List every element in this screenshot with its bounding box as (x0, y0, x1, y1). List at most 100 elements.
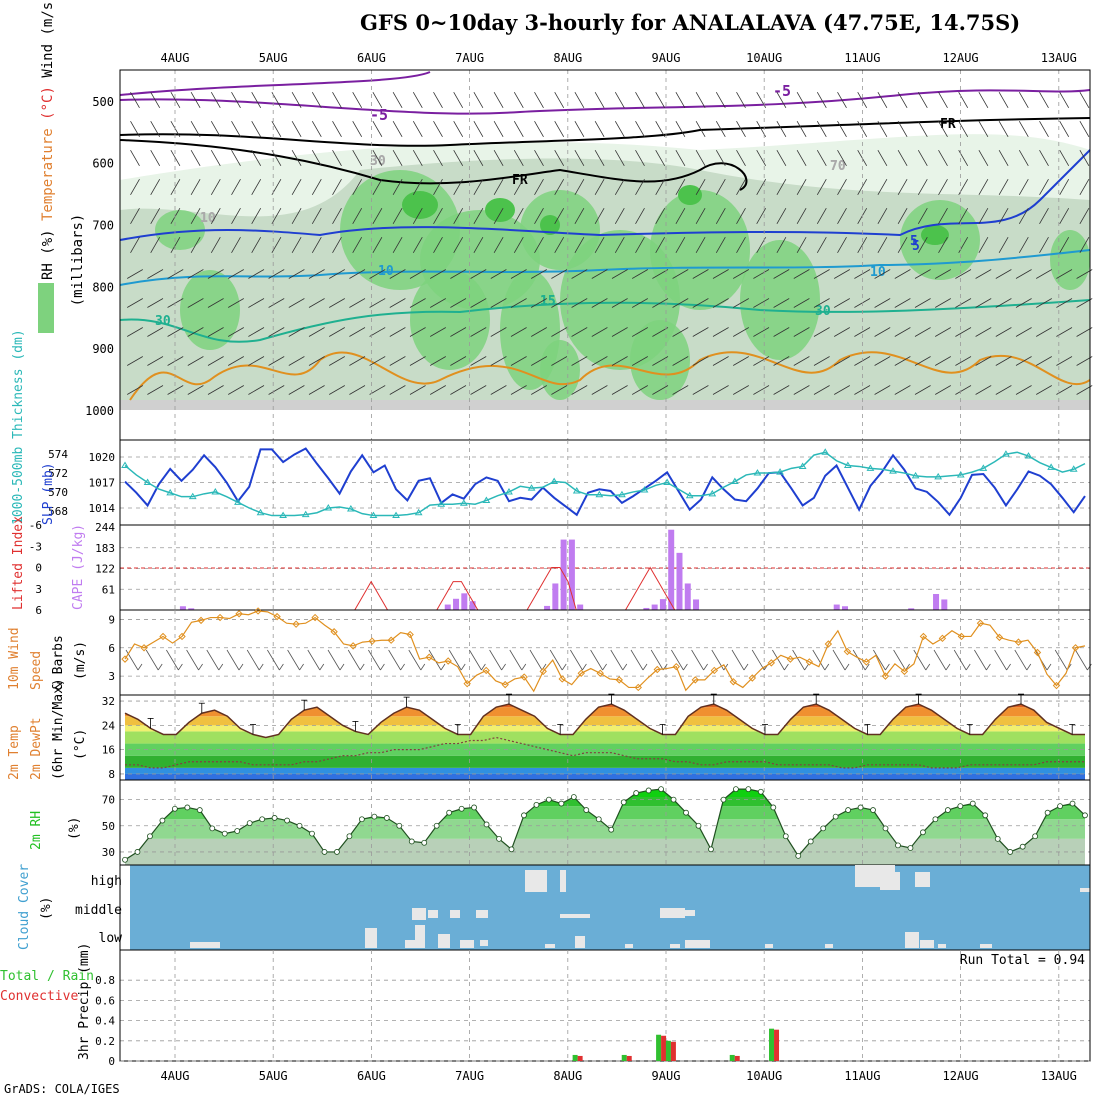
wind-barb (150, 237, 161, 253)
wind-barb (268, 385, 285, 395)
wind-barb (190, 237, 201, 253)
wind-barb (190, 121, 201, 137)
wind-barb (1059, 208, 1070, 224)
cape-bar (651, 604, 658, 610)
wind-barb (493, 150, 504, 166)
wind-point (691, 676, 700, 684)
wind-barb (1036, 327, 1052, 337)
wind-barb-10m (460, 663, 466, 671)
wind-barb (470, 385, 487, 395)
wind-barb (187, 356, 204, 366)
wind-barb (672, 356, 689, 366)
li-ylabel: Lifted Index (11, 516, 26, 610)
wind-barb (490, 327, 507, 337)
wind-barb (453, 208, 464, 224)
li-ylabel-text: Lifted Index (11, 516, 26, 610)
wind-barb (591, 298, 608, 308)
wind-barb (978, 179, 989, 195)
cloud-block (670, 944, 680, 948)
wind-barb (349, 298, 366, 308)
rh-point (334, 849, 340, 855)
cape-bar (941, 599, 948, 610)
wind-barb (914, 298, 931, 308)
wind-barb (190, 150, 201, 166)
wind-barb (574, 179, 585, 195)
wind-barb (635, 179, 645, 195)
wind-barb-10m (549, 649, 563, 671)
thickness-tick: 570 (48, 486, 68, 499)
wind-barb (874, 327, 891, 337)
cloud-block (560, 914, 590, 918)
wind-point (425, 653, 433, 661)
wind-barb (897, 208, 908, 224)
wind-barb (554, 179, 565, 195)
rh-point (895, 842, 901, 849)
wind-barb (1079, 121, 1090, 137)
wind-barb (531, 298, 547, 308)
wind-barb (1039, 179, 1049, 195)
li-line (354, 580, 388, 611)
wind-barb (632, 298, 648, 308)
wind-barb-10m (812, 649, 826, 671)
wind-barb (551, 327, 568, 337)
wind-barb (329, 269, 345, 279)
wind-barb (332, 121, 342, 137)
cloud-block (460, 940, 474, 948)
date-tick-bottom: 7AUG (455, 1069, 484, 1083)
cloud-block (450, 910, 460, 918)
cloud-block (825, 944, 833, 948)
wind-barb (796, 237, 807, 253)
wind-point (121, 655, 129, 663)
wind-barb-10m (1054, 649, 1068, 671)
wind-barb (635, 92, 645, 108)
wind-barb (897, 179, 908, 195)
cloud-block (476, 910, 488, 918)
wind-barb (190, 179, 201, 195)
cloud-block (545, 944, 555, 948)
temp-ylabel: 2m DewPt (29, 717, 44, 780)
wind-barb (187, 327, 204, 337)
wind-barb (329, 385, 345, 395)
wind-tick: 9 (108, 613, 115, 626)
wind-barb (894, 327, 911, 337)
wind-barb-10m (1026, 663, 1032, 671)
wind-barb (311, 179, 322, 195)
wind-barb-10m (420, 663, 426, 671)
wind-barb-10m (965, 663, 971, 671)
thickness-point (188, 492, 197, 500)
thickness-ylabel: 1000-500mb Thickness (dm) (11, 329, 26, 525)
wind-barb (594, 92, 605, 108)
thickness-point (640, 486, 649, 493)
cape-bar (552, 583, 559, 610)
contour-label: 30 (815, 304, 831, 319)
wind-barb-10m (893, 649, 906, 671)
thickness-point (256, 508, 265, 516)
rh-point (221, 830, 228, 837)
thickness-point (437, 500, 446, 507)
wind-tick: 3 (108, 670, 115, 683)
wind-barb (147, 327, 164, 337)
wind-barb (837, 208, 847, 224)
wind-barb-10m (258, 663, 264, 671)
wind-point (387, 636, 395, 644)
cape-tick: 244 (95, 521, 115, 534)
rh-point (483, 821, 490, 828)
wind-barb-10m (885, 663, 890, 671)
wind-barb-10m (683, 663, 688, 671)
wind-barb (349, 269, 366, 279)
precip-conv-bar (661, 1035, 667, 1061)
wind-barb (655, 121, 666, 137)
cloud-block (920, 940, 934, 948)
rh-blob (180, 270, 240, 350)
rh-point (969, 800, 976, 807)
wind-barb-10m (630, 649, 644, 671)
contour-label: FR (940, 117, 956, 132)
contour-label: FR (512, 173, 528, 188)
wind-barb (248, 385, 265, 395)
wind-barb (251, 150, 262, 166)
precip-frame (119, 949, 1091, 1062)
wind-barb (473, 237, 484, 253)
wind-barb (433, 121, 443, 137)
cloud-unit-text: (%) (39, 897, 54, 920)
